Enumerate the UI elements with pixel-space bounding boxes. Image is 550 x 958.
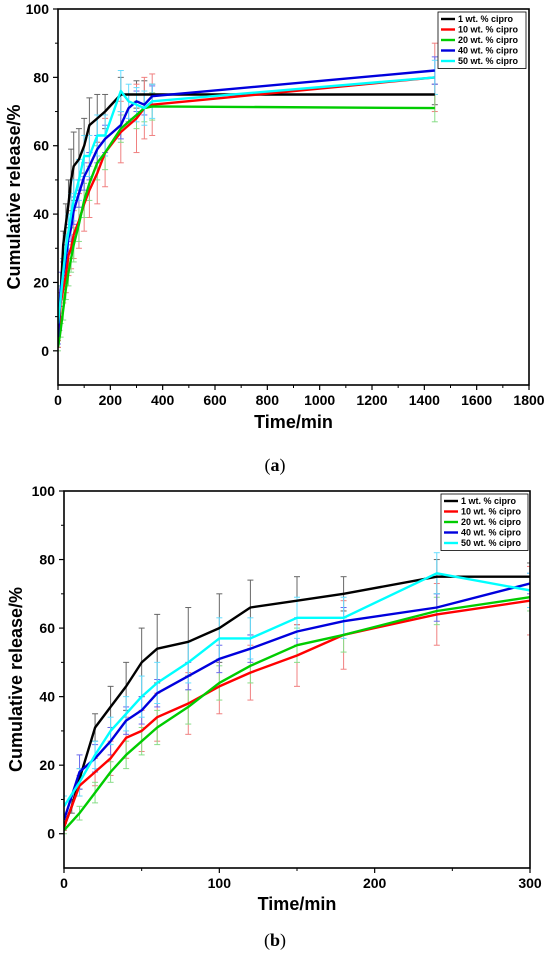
x-tick-label: 1600 <box>461 392 492 408</box>
series-line-5 <box>64 572 530 807</box>
x-tick-label: 800 <box>256 392 280 408</box>
x-tick-label: 300 <box>518 875 542 891</box>
legend-label-3: 20 wt. % cipro <box>458 35 519 45</box>
legend-label-5: 50 wt. % cipro <box>461 538 522 548</box>
legend-label-2: 10 wt. % cipro <box>461 507 522 517</box>
plot-area <box>58 42 438 352</box>
legend-label-1: 1 wt. % cipro <box>458 14 514 24</box>
y-tick-label: 20 <box>33 274 49 290</box>
legend-label-1: 1 wt. % cipro <box>461 496 517 506</box>
x-tick-label: 400 <box>151 392 175 408</box>
plot-area <box>64 552 530 835</box>
y-tick-label: 60 <box>39 620 55 636</box>
y-tick-label: 60 <box>33 138 49 154</box>
legend-label-4: 40 wt. % cipro <box>461 528 522 538</box>
error-bars-series-4 <box>58 56 438 345</box>
panel-label-a: (a) <box>265 455 286 476</box>
legend-label-4: 40 wt. % cipro <box>458 46 519 56</box>
x-tick-label: 1000 <box>304 392 335 408</box>
x-tick-label: 1200 <box>356 392 387 408</box>
series-line-4 <box>64 582 530 821</box>
chart-a: 0 200 400 600 800 1000 1200 1400 1600 1800 0 20 40 60… <box>4 1 545 432</box>
series-line-3 <box>58 105 435 348</box>
series-line-3 <box>64 596 530 832</box>
y-tick-label: 80 <box>39 552 55 568</box>
x-tick-label: 0 <box>54 392 62 408</box>
legend-label-2: 10 wt. % cipro <box>458 25 519 35</box>
series-line-5 <box>58 76 435 324</box>
panel-label-b: (b) <box>264 930 286 951</box>
y-tick-label: 0 <box>47 826 55 842</box>
x-axis-title: Time/min <box>258 894 337 914</box>
y-tick-label: 40 <box>39 689 55 705</box>
legend-label-5: 50 wt. % cipro <box>458 56 519 66</box>
y-tick-label: 40 <box>33 206 49 222</box>
x-tick-label: 100 <box>208 875 232 891</box>
x-tick-label: 0 <box>60 875 68 891</box>
y-tick-label: 0 <box>41 343 49 359</box>
y-axis-title: Cumulative release/% <box>6 587 26 772</box>
y-tick-label: 80 <box>33 69 49 85</box>
chart-b: 0 100 200 300 0 20 40 60 80 100 Time/min Cumulative… <box>6 483 542 914</box>
legend-label-3: 20 wt. % cipro <box>461 517 522 527</box>
series-line-2 <box>58 76 435 345</box>
x-tick-label: 600 <box>203 392 227 408</box>
error-bars-series-5 <box>58 59 438 335</box>
series-line-2 <box>64 599 530 828</box>
y-tick-label: 100 <box>26 1 50 17</box>
series-line-1 <box>58 93 435 345</box>
x-tick-label: 1800 <box>513 392 544 408</box>
y-tick-label: 20 <box>39 757 55 773</box>
x-tick-label: 200 <box>99 392 123 408</box>
x-axis-title: Time/min <box>254 412 333 432</box>
x-tick-label: 1400 <box>409 392 440 408</box>
x-tick-label: 200 <box>363 875 387 891</box>
y-tick-label: 100 <box>32 483 56 499</box>
y-axis-title: Cumulative release/% <box>4 104 24 289</box>
series-line-1 <box>64 575 530 828</box>
